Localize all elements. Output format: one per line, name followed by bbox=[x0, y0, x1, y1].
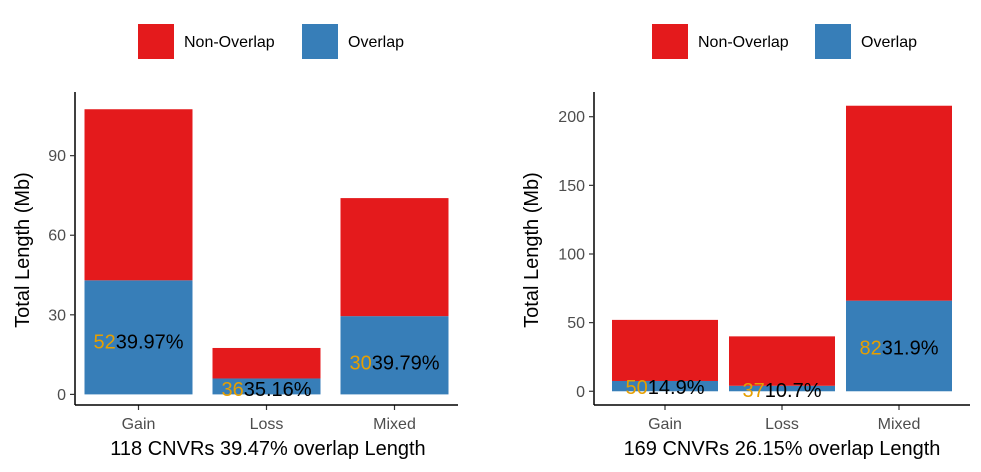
bar-overlap-mixed bbox=[846, 300, 952, 392]
legend: Non-Overlap Overlap bbox=[652, 24, 917, 59]
y-axis: 0 30 60 90 bbox=[48, 92, 76, 405]
x-tick-label: Mixed bbox=[878, 416, 921, 433]
y-tick-label: 0 bbox=[57, 387, 66, 404]
x-tick-label: Gain bbox=[122, 416, 156, 433]
count-label: 50 bbox=[626, 377, 648, 399]
y-tick-label: 150 bbox=[558, 178, 585, 195]
bar-label-loss: 3710.7% bbox=[743, 380, 822, 402]
count-label: 37 bbox=[743, 380, 765, 402]
x-tick-label: Loss bbox=[765, 416, 799, 433]
y-tick-label: 60 bbox=[48, 228, 66, 245]
bars bbox=[84, 109, 449, 395]
y-tick-label: 50 bbox=[567, 315, 585, 332]
bar-non-overlap-gain bbox=[84, 109, 193, 281]
legend-label-overlap: Overlap bbox=[348, 34, 404, 51]
percent-label: 14.9% bbox=[648, 377, 705, 399]
percent-label: 31.9% bbox=[882, 337, 939, 359]
bar-label-gain: 5239.97% bbox=[93, 331, 183, 353]
legend: Non-Overlap Overlap bbox=[138, 24, 404, 59]
x-tick-label: Mixed bbox=[373, 416, 416, 433]
bars bbox=[612, 105, 952, 392]
x-axis-title: 169 CNVRs 26.15% overlap Length bbox=[624, 438, 941, 460]
y-tick-label: 90 bbox=[48, 148, 66, 165]
chart-panel-right: Non-Overlap Overlap Total Length (Mb) 50… bbox=[521, 24, 970, 460]
bar-non-overlap-loss bbox=[212, 347, 321, 379]
bar-labels: 5239.97% 3635.16% 3039.79% bbox=[93, 331, 439, 401]
bar-overlap-loss bbox=[212, 378, 321, 395]
y-tick-label: 0 bbox=[576, 384, 585, 401]
bar-non-overlap-loss bbox=[729, 336, 835, 386]
y-tick-label: 200 bbox=[558, 109, 585, 126]
x-tick-label: Loss bbox=[250, 416, 284, 433]
bar-label-mixed: 8231.9% bbox=[860, 337, 939, 359]
legend-swatch-non-overlap bbox=[652, 24, 688, 59]
count-label: 52 bbox=[93, 331, 115, 353]
legend-label-non-overlap: Non-Overlap bbox=[184, 34, 275, 51]
bar-overlap-loss bbox=[729, 385, 835, 392]
x-axis: Gain Loss Mixed bbox=[75, 404, 458, 433]
count-label: 36 bbox=[221, 379, 243, 401]
percent-label: 39.79% bbox=[372, 353, 440, 375]
y-axis-title: Total Length (Mb) bbox=[521, 172, 543, 328]
bar-overlap-mixed bbox=[340, 316, 449, 395]
bar-non-overlap-gain bbox=[612, 319, 718, 381]
y-axis: 0 50 100 150 200 bbox=[558, 92, 595, 405]
percent-label: 39.97% bbox=[116, 331, 184, 353]
bar-label-gain: 5014.9% bbox=[626, 377, 705, 399]
legend-swatch-non-overlap bbox=[138, 24, 174, 59]
bar-non-overlap-mixed bbox=[846, 105, 952, 301]
legend-label-overlap: Overlap bbox=[861, 34, 917, 51]
bar-label-loss: 3635.16% bbox=[221, 379, 311, 401]
y-tick-label: 100 bbox=[558, 246, 585, 263]
y-tick-label: 30 bbox=[48, 307, 66, 324]
x-tick-label: Gain bbox=[648, 416, 682, 433]
bar-label-mixed: 3039.79% bbox=[349, 353, 439, 375]
x-axis: Gain Loss Mixed bbox=[594, 404, 970, 433]
bar-labels: 5014.9% 3710.7% 8231.9% bbox=[626, 337, 939, 402]
count-label: 82 bbox=[860, 337, 882, 359]
count-label: 30 bbox=[349, 353, 371, 375]
legend-swatch-overlap bbox=[815, 24, 851, 59]
legend-swatch-overlap bbox=[302, 24, 338, 59]
percent-label: 10.7% bbox=[765, 380, 822, 402]
bar-non-overlap-mixed bbox=[340, 198, 449, 317]
chart-panel-left: Non-Overlap Overlap Total Length (Mb) 52… bbox=[12, 24, 458, 460]
bar-overlap-gain bbox=[612, 380, 718, 392]
y-axis-title: Total Length (Mb) bbox=[12, 172, 34, 328]
x-axis-title: 118 CNVRs 39.47% overlap Length bbox=[110, 438, 425, 460]
legend-label-non-overlap: Non-Overlap bbox=[698, 34, 789, 51]
percent-label: 35.16% bbox=[244, 379, 312, 401]
bar-overlap-gain bbox=[84, 280, 193, 395]
